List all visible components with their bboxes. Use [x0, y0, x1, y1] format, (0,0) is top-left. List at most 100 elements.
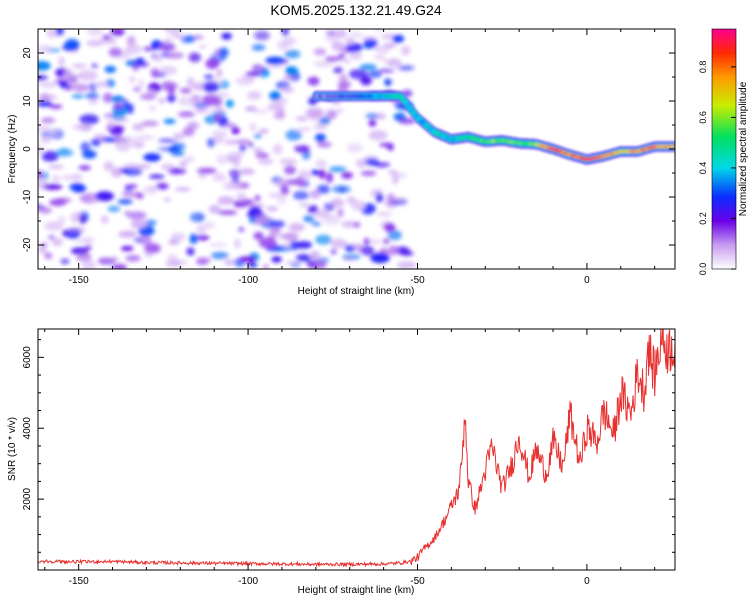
noise-blob	[319, 116, 331, 126]
noise-blob	[227, 152, 245, 157]
noise-blob	[132, 61, 140, 72]
noise-blob	[262, 264, 269, 269]
noise-blob	[102, 34, 112, 40]
noise-blob	[286, 179, 303, 185]
noise-blob	[79, 114, 99, 125]
ridge-layer	[312, 91, 675, 165]
noise-blob	[78, 214, 87, 225]
noise-blob	[295, 253, 312, 262]
noise-blob	[387, 58, 403, 68]
noise-blob	[141, 120, 159, 127]
noise-blob	[130, 219, 148, 229]
noise-blob	[182, 126, 195, 137]
noise-blob	[295, 116, 309, 122]
noise-blob	[368, 130, 388, 141]
noise-blob	[55, 197, 72, 203]
noise-blob	[126, 35, 136, 46]
colorbar: 0.0 0.2 0.4 0.6 0.8 Normalized spectral ampl…	[698, 28, 749, 275]
noise-blob	[313, 125, 327, 130]
noise-blob	[233, 161, 241, 167]
noise-blob	[231, 127, 240, 135]
noise-blob	[401, 45, 411, 56]
noise-blob	[179, 87, 192, 94]
noise-blob	[132, 123, 145, 131]
spectrogram-ytick-label: -20	[22, 237, 33, 252]
noise-blob	[118, 230, 138, 238]
noise-blob	[217, 196, 235, 205]
noise-blob	[323, 202, 335, 212]
noise-blob	[72, 123, 92, 131]
noise-blob	[202, 94, 219, 106]
noise-blob	[283, 75, 298, 81]
noise-blob	[331, 185, 351, 194]
noise-blob	[303, 215, 315, 223]
noise-blob	[318, 168, 326, 180]
snr-ytick-label: 4000	[22, 417, 33, 440]
noise-blob	[40, 117, 56, 124]
noise-blob	[170, 232, 186, 242]
noise-blob	[238, 226, 245, 233]
noise-blob	[174, 187, 191, 192]
noise-blob	[148, 105, 157, 111]
noise-blob	[325, 56, 340, 62]
noise-blob	[51, 237, 63, 247]
noise-blob	[52, 174, 61, 183]
spectrogram-ylabel: Frequency (Hz)	[7, 115, 18, 184]
spectrogram-ytick-label: -10	[22, 189, 33, 204]
noise-blob	[269, 220, 286, 228]
noise-blob	[42, 183, 63, 190]
noise-blob	[290, 222, 303, 230]
noise-blob	[112, 102, 124, 110]
noise-blob	[164, 29, 182, 35]
colorbar-gradient	[712, 29, 736, 269]
ridge-core	[400, 98, 406, 102]
noise-blob	[150, 67, 160, 78]
figure-title: KOM5.2025.132.21.49.G24	[270, 2, 441, 18]
noise-blob	[178, 96, 191, 106]
noise-blob	[164, 37, 172, 45]
noise-blob	[373, 55, 386, 60]
ridge-core	[406, 105, 412, 109]
noise-blob	[346, 142, 363, 153]
noise-blob	[318, 213, 334, 219]
ridge-core	[671, 145, 675, 149]
noise-blob	[164, 52, 185, 59]
noise-blob	[167, 254, 178, 262]
noise-blob	[44, 252, 53, 260]
noise-blob	[125, 254, 141, 262]
noise-blob	[55, 29, 64, 36]
snr-xlabel: Height of straight line (km)	[298, 585, 415, 596]
noise-blob	[276, 108, 286, 120]
noise-blob	[38, 100, 53, 107]
noise-blob	[209, 204, 221, 214]
noise-blob	[388, 197, 408, 203]
noise-blob	[95, 191, 114, 202]
noise-blob	[398, 118, 416, 124]
noise-blob	[311, 221, 322, 227]
noise-blob	[67, 227, 85, 234]
noise-blob	[274, 246, 293, 252]
spectrogram-xtick-label: -100	[238, 275, 258, 286]
noise-blob	[401, 250, 414, 256]
noise-blob	[64, 39, 80, 51]
spectrogram-ytick-label: 10	[22, 95, 33, 107]
noise-blob	[341, 220, 357, 228]
snr-ytick-label: 6000	[22, 346, 33, 369]
noise-blob	[143, 153, 161, 162]
snr-xtick-label: -150	[69, 576, 89, 587]
noise-blob	[70, 247, 89, 255]
noise-blob	[253, 231, 264, 241]
noise-blob	[309, 250, 320, 261]
noise-blob	[94, 134, 105, 140]
noise-blob	[135, 192, 144, 199]
noise-blob	[228, 168, 242, 179]
noise-blob	[168, 239, 180, 246]
noise-blob	[211, 129, 228, 140]
noise-blob	[387, 229, 402, 241]
noise-blob	[189, 233, 198, 244]
noise-blob	[388, 169, 398, 176]
noise-blob	[142, 46, 155, 52]
noise-blob	[91, 63, 98, 69]
noise-blob	[86, 29, 104, 36]
